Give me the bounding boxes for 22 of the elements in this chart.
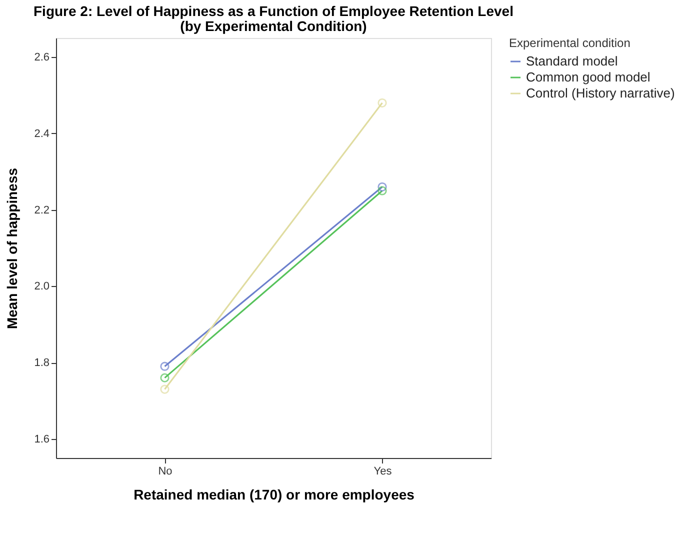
legend-label: Common good model — [526, 70, 650, 84]
chart-title: Figure 2: Level of Happiness as a Function of Employee Retention Level — [34, 3, 514, 19]
legend-title: Experimental condition — [509, 36, 630, 50]
y-tick-label: 2.4 — [34, 128, 50, 140]
y-tick-label: 1.6 — [34, 433, 50, 446]
point — [378, 98, 387, 108]
point — [160, 373, 170, 382]
x-tick-label: No — [158, 466, 172, 478]
x-tick-label: Yes — [374, 466, 392, 478]
y-tick-label: 1.8 — [34, 357, 50, 370]
x-axis-title: Retained median (170) or more employees — [134, 486, 415, 502]
point — [378, 186, 387, 196]
point — [160, 384, 170, 394]
y-tick-label: 2.6 — [34, 52, 50, 64]
point — [378, 182, 387, 192]
legend-label: Control (History narrative) — [526, 86, 675, 100]
y-axis-title: Mean level of happiness — [4, 168, 20, 330]
chart-subtitle: (by Experimental Condition) — [180, 18, 367, 34]
y-tick-label: 2.0 — [34, 280, 50, 293]
legend-label: Standard model — [526, 54, 618, 68]
point — [160, 362, 170, 371]
y-tick-label: 2.2 — [34, 204, 50, 216]
